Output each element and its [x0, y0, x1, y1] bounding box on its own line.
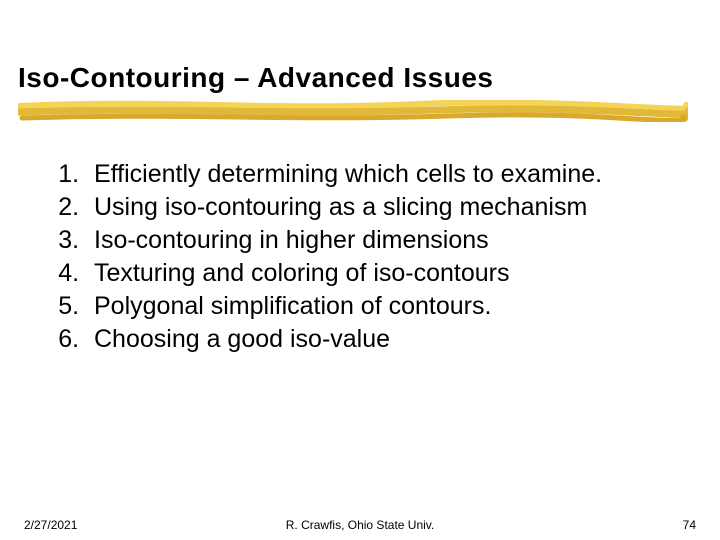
list-item: Choosing a good iso-value [86, 323, 668, 356]
list-item: Using iso-contouring as a slicing mechan… [86, 191, 668, 224]
footer-page-number: 74 [683, 518, 696, 532]
title-underline [18, 100, 688, 122]
footer-author: R. Crawfis, Ohio State Univ. [0, 518, 720, 532]
list-item: Iso-contouring in higher dimensions [86, 224, 668, 257]
list-item: Polygonal simplification of contours. [86, 290, 668, 323]
list-item: Efficiently determining which cells to e… [86, 158, 668, 191]
list-item: Texturing and coloring of iso-contours [86, 257, 668, 290]
slide-title: Iso-Contouring – Advanced Issues [18, 62, 493, 94]
content-list: Efficiently determining which cells to e… [48, 158, 668, 356]
